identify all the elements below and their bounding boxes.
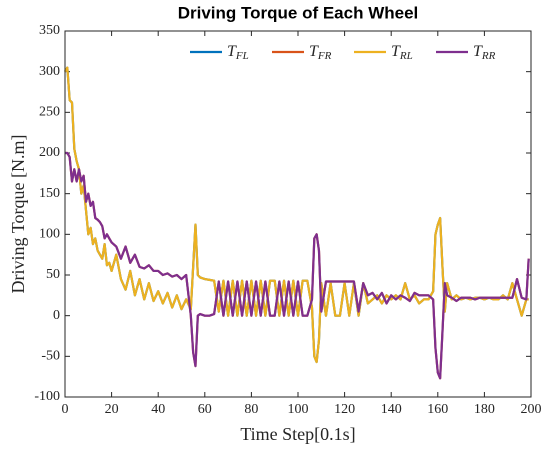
y-tick-label: 200 [39, 145, 60, 160]
x-tick-label: 180 [474, 402, 495, 417]
legend-label: TFL [227, 43, 249, 62]
x-tick-label: 140 [381, 402, 402, 417]
plot-frame [64, 30, 532, 398]
legend-label: TRR [473, 43, 496, 62]
x-tick-label: 40 [151, 402, 165, 417]
chart-title: Driving Torque of Each Wheel [178, 3, 419, 22]
y-tick-label: 250 [39, 105, 60, 120]
x-axis-label: Time Step[0.1s] [240, 424, 355, 444]
y-tick-label: 150 [39, 186, 60, 201]
x-tick-label: 120 [334, 402, 355, 417]
y-tick-label: 100 [39, 227, 60, 242]
series-line [65, 151, 530, 380]
y-axis-label: Driving Torque [N.m] [8, 135, 28, 294]
x-tick-label: 0 [62, 402, 69, 417]
y-tick-label: -50 [41, 349, 60, 364]
x-tick-label: 100 [288, 402, 309, 417]
legend-label: TRL [391, 43, 413, 62]
y-tick-label: -100 [34, 389, 60, 404]
y-tick-label: 300 [39, 64, 60, 79]
x-tick-label: 20 [105, 402, 119, 417]
y-tick-label: 50 [46, 267, 60, 282]
x-tick-label: 200 [521, 402, 542, 417]
y-tick-label: 0 [53, 308, 60, 323]
x-tick-label: 80 [244, 402, 258, 417]
x-tick-label: 160 [427, 402, 448, 417]
legend-label: TFR [309, 43, 332, 62]
y-tick-label: 350 [39, 23, 60, 38]
plot-area [65, 31, 531, 397]
x-tick-label: 60 [198, 402, 212, 417]
